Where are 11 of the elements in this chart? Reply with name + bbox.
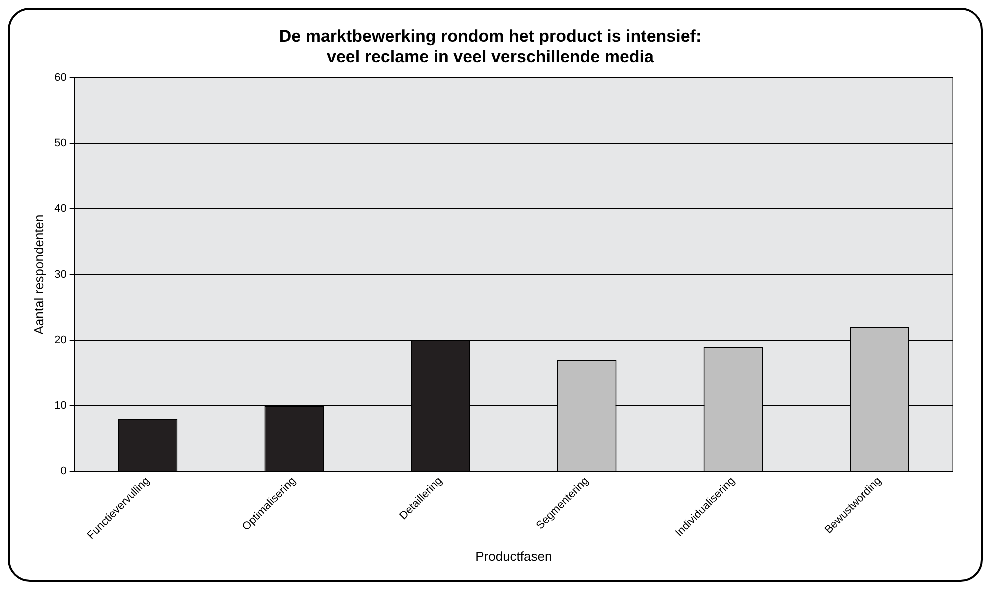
y-axis-title: Aantal respondenten — [31, 214, 46, 335]
x-axis-title: Productfasen — [476, 548, 552, 564]
y-tick-label: 10 — [54, 400, 67, 412]
text: veel reclame in veel verschillende media — [327, 47, 654, 66]
y-tick-label: 20 — [54, 334, 67, 346]
y-tick-label: 50 — [54, 137, 67, 150]
y-tick-label: 0 — [60, 466, 67, 478]
y-tick-label: 60 — [54, 72, 67, 84]
text: De marktbewerking rondom het product is intensief: — [279, 26, 702, 46]
y-tick-label: 40 — [54, 203, 67, 216]
y-tick-label: 30 — [54, 268, 67, 281]
